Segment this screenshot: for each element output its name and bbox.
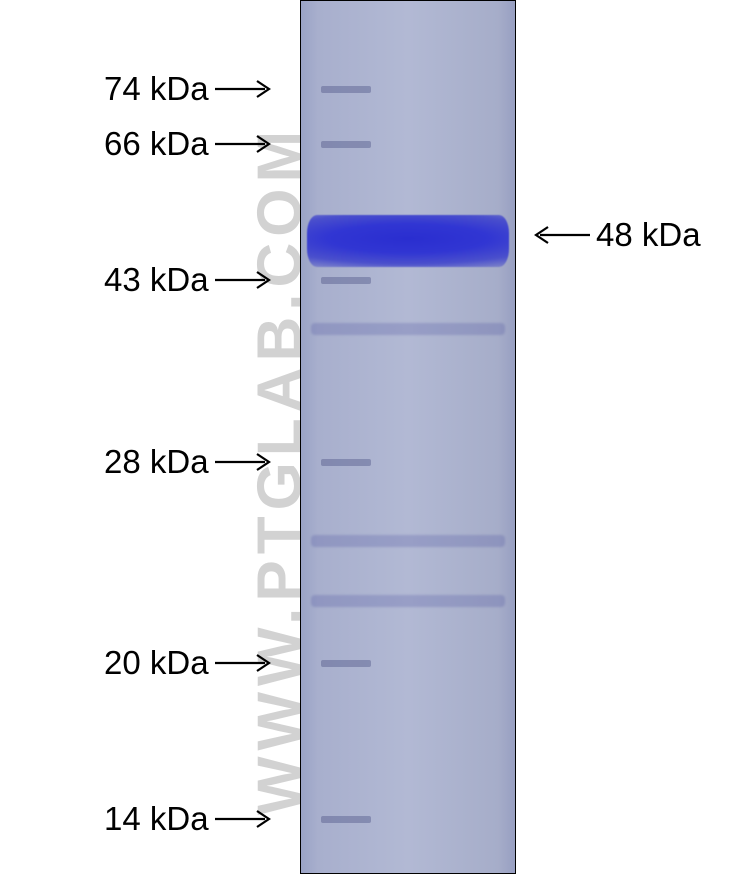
mw-label: 20 kDa — [104, 644, 209, 682]
mw-marker-66: 66 kDa — [104, 125, 277, 163]
ladder-band — [321, 277, 371, 284]
faint-band — [311, 323, 505, 335]
arrow-left-icon — [528, 224, 592, 246]
mw-label: 66 kDa — [104, 125, 209, 163]
arrow-right-icon — [213, 78, 277, 100]
gel-background — [301, 1, 515, 873]
faint-band — [311, 595, 505, 607]
mw-label: 74 kDa — [104, 70, 209, 108]
mw-marker-43: 43 kDa — [104, 261, 277, 299]
target-band-label: 48 kDa — [596, 216, 701, 254]
arrow-right-icon — [213, 652, 277, 674]
mw-marker-20: 20 kDa — [104, 644, 277, 682]
ladder-band — [321, 816, 371, 823]
protein-main-band — [307, 215, 509, 267]
arrow-right-icon — [213, 808, 277, 830]
mw-label: 14 kDa — [104, 800, 209, 838]
ladder-band — [321, 459, 371, 466]
mw-marker-14: 14 kDa — [104, 800, 277, 838]
target-band-marker-48: 48 kDa — [528, 216, 701, 254]
ladder-band — [321, 141, 371, 148]
mw-label: 28 kDa — [104, 443, 209, 481]
arrow-right-icon — [213, 269, 277, 291]
gel-lane — [300, 0, 516, 874]
gel-figure: WWW.PTGLAB.COM 74 kDa 66 kDa 43 kDa — [0, 0, 740, 882]
mw-marker-74: 74 kDa — [104, 70, 277, 108]
ladder-band — [321, 86, 371, 93]
mw-marker-28: 28 kDa — [104, 443, 277, 481]
mw-label: 43 kDa — [104, 261, 209, 299]
arrow-right-icon — [213, 133, 277, 155]
arrow-right-icon — [213, 451, 277, 473]
faint-band — [311, 535, 505, 547]
ladder-band — [321, 660, 371, 667]
